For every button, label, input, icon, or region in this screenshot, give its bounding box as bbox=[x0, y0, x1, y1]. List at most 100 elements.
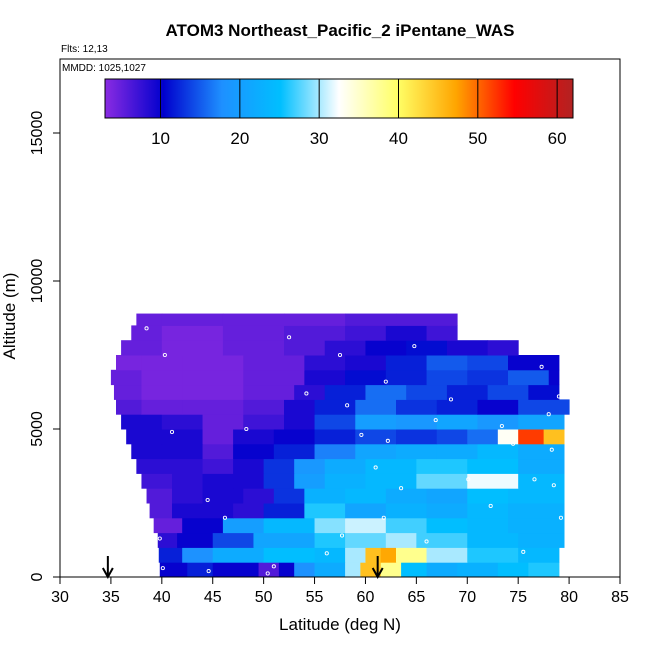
sample-point bbox=[337, 352, 343, 358]
heatmap-cell bbox=[426, 547, 468, 563]
heatmap-cell bbox=[182, 355, 244, 371]
heatmap-cell bbox=[401, 562, 428, 578]
colorbar: 10 20 30 40 50 60 bbox=[104, 78, 574, 148]
colorbar-tick-label: 40 bbox=[389, 129, 408, 148]
heatmap-cell bbox=[477, 399, 519, 415]
heatmap-cell bbox=[161, 429, 204, 445]
heatmap-cell bbox=[457, 562, 499, 578]
flights-text: Flts: 12,13 bbox=[61, 44, 108, 55]
heatmap-cell bbox=[304, 488, 346, 504]
heatmap-cell bbox=[487, 384, 529, 400]
sample-point bbox=[448, 397, 454, 402]
heatmap-cell bbox=[365, 473, 417, 489]
heatmap-cell bbox=[426, 562, 458, 578]
heatmap-cell bbox=[202, 429, 234, 445]
marker-arrow bbox=[371, 556, 384, 580]
arrows bbox=[101, 556, 384, 580]
heatmap-cell bbox=[446, 340, 489, 356]
sample-point bbox=[206, 569, 211, 574]
heatmap-cell bbox=[416, 473, 468, 489]
heatmap-cell bbox=[385, 325, 428, 341]
colorbar-gradient bbox=[104, 78, 574, 119]
marker-arrow bbox=[101, 556, 114, 580]
heatmap-cell bbox=[263, 473, 295, 489]
heatmap-cell bbox=[324, 384, 366, 400]
heatmap-cell bbox=[243, 488, 275, 504]
heatmap-cell bbox=[294, 384, 326, 400]
heatmap-cell bbox=[426, 503, 468, 519]
heatmap-cell bbox=[294, 562, 316, 578]
heatmap-cell bbox=[477, 414, 519, 430]
heatmap-cell bbox=[284, 340, 326, 356]
x-tick-label: 60 bbox=[357, 589, 375, 606]
heatmap-cell bbox=[284, 325, 346, 341]
heatmap-cell bbox=[467, 355, 509, 371]
heatmap-cell bbox=[273, 429, 316, 445]
heatmap-cell bbox=[518, 473, 565, 489]
sample-point bbox=[205, 497, 210, 503]
heatmap-cell bbox=[355, 443, 397, 460]
heatmap-cell bbox=[121, 340, 163, 356]
heatmap-cell bbox=[426, 325, 458, 341]
heatmap-cell bbox=[294, 458, 326, 474]
y-tick-label: 10000 bbox=[29, 259, 46, 304]
heatmap-cell bbox=[518, 414, 565, 430]
heatmap-cell bbox=[314, 562, 346, 578]
heatmap-cell bbox=[243, 414, 285, 430]
heatmap-cell bbox=[406, 384, 448, 400]
heatmap-cell bbox=[508, 488, 565, 504]
sample-point bbox=[271, 564, 276, 569]
heatmap-cell bbox=[284, 414, 316, 430]
sample-point bbox=[265, 571, 270, 576]
x-axis: 30 35 40 45 50 55 60 65 70 75 80 85 bbox=[51, 577, 629, 606]
heatmap-cell bbox=[263, 547, 316, 563]
sample-point bbox=[287, 335, 292, 340]
x-tick-label: 45 bbox=[204, 589, 222, 606]
x-tick-label: 40 bbox=[153, 589, 171, 606]
heatmap-cell bbox=[365, 458, 417, 474]
heatmap-cell bbox=[212, 562, 260, 578]
heatmap-cell bbox=[263, 458, 295, 474]
heatmap-cell bbox=[467, 458, 519, 474]
sample-point bbox=[499, 423, 504, 429]
heatmap-cell bbox=[136, 313, 163, 326]
x-tick-label: 55 bbox=[306, 589, 324, 606]
x-axis-label: Latitude (deg N) bbox=[279, 615, 401, 634]
heatmap-cell bbox=[385, 517, 428, 534]
heatmap-cell bbox=[172, 503, 204, 519]
heatmap-cell bbox=[202, 488, 244, 504]
sample-point bbox=[412, 344, 417, 349]
heatmap-cell bbox=[222, 517, 265, 534]
heatmap-cell bbox=[467, 547, 519, 563]
heatmap-cell bbox=[158, 547, 183, 563]
heatmap-cell bbox=[314, 429, 356, 445]
sample-point bbox=[488, 503, 493, 509]
sample-point bbox=[160, 566, 165, 571]
heatmap-cell bbox=[131, 443, 163, 460]
sample-point bbox=[433, 418, 438, 423]
heatmap-cell bbox=[446, 384, 489, 400]
heatmap-cell bbox=[467, 473, 519, 489]
heatmap-cell bbox=[345, 503, 387, 519]
heatmap-cell bbox=[385, 355, 428, 371]
heatmap-cell bbox=[345, 517, 387, 534]
heatmap-cell bbox=[385, 488, 428, 504]
heatmap-cell bbox=[182, 517, 224, 534]
heatmap-cell bbox=[153, 517, 183, 534]
heatmap-cell bbox=[477, 443, 519, 460]
sample-point bbox=[556, 394, 561, 399]
heatmap-cell bbox=[518, 399, 570, 415]
heatmap-cell bbox=[518, 532, 565, 548]
heatmap-cell bbox=[416, 532, 468, 548]
heatmap-cell bbox=[385, 503, 428, 519]
sample-point bbox=[551, 483, 556, 488]
heatmap-cell bbox=[159, 562, 188, 578]
heatmap-cell bbox=[385, 369, 428, 386]
heatmap-cell bbox=[380, 562, 402, 578]
heatmap-cell bbox=[365, 547, 382, 563]
heatmap-cell bbox=[345, 488, 387, 504]
heatmap-cell bbox=[528, 562, 560, 578]
sample-point bbox=[222, 515, 227, 520]
heatmap-cell bbox=[396, 414, 438, 430]
sample-point bbox=[546, 412, 551, 417]
